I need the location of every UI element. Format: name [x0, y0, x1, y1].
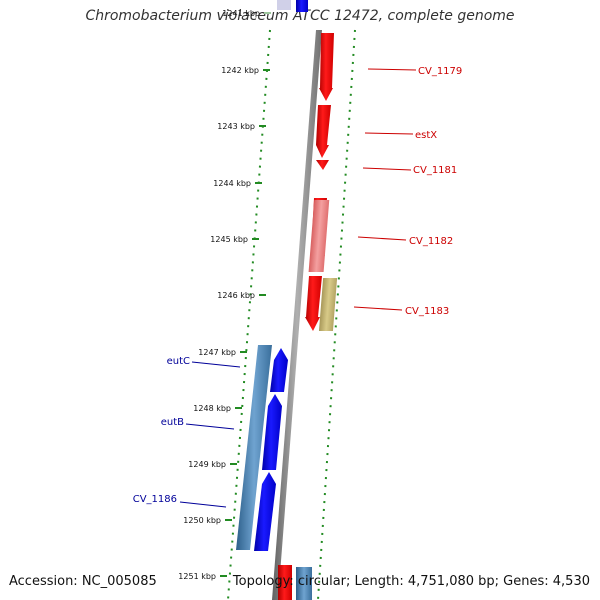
reverse-gene-eutb [262, 394, 282, 470]
reverse-gene-leader-line [191, 361, 241, 368]
top-partial-reverse-gene [296, 0, 308, 12]
forward-gene-estx [316, 105, 331, 158]
forward-gene-cv1183 [305, 276, 322, 331]
tick-label: 1245 kbp [210, 235, 248, 244]
reverse-gene-cv1186 [254, 472, 276, 551]
tick-label: 1242 kbp [221, 66, 259, 75]
forward-gene-cv1179 [319, 33, 334, 101]
tick-label: 1243 kbp [217, 122, 255, 131]
reverse-gene-label[interactable]: eutC [167, 356, 190, 367]
reverse-gene-eutc [270, 348, 288, 392]
forward-gene-label[interactable]: CV_1183 [405, 306, 449, 317]
forward-gene-leader-line [362, 167, 412, 171]
tick-label: 1241 kbp [222, 9, 260, 18]
accession-text: Accession: NC_005085 [9, 574, 157, 589]
tick-group: 1241 kbp 1242 kbp 1243 kbp 1244 kbp 1245 kbp… [178, 9, 271, 581]
topology-text: Topology: circular; Length: 4,751,080 bp… [232, 574, 590, 589]
map-title: Chromobacterium violaceum ATCC 12472, co… [85, 8, 515, 24]
tick-label: 1244 kbp [213, 179, 251, 188]
genome-backbone [272, 30, 322, 600]
forward-gene-label[interactable]: CV_1181 [413, 165, 457, 176]
forward-gene-cv1181 [316, 160, 329, 170]
forward-gene-label[interactable]: CV_1182 [409, 236, 453, 247]
tick-label: 1249 kbp [188, 460, 226, 469]
reverse-gene-leader-line [179, 501, 227, 508]
forward-gene-label[interactable]: estX [415, 130, 437, 141]
reverse-gene-label[interactable]: CV_1186 [133, 494, 177, 505]
forward-feature-cv1183-olive [318, 278, 338, 331]
tick-label: 1247 kbp [198, 348, 236, 357]
reverse-operon-bar [236, 345, 272, 550]
tick-label: 1250 kbp [183, 516, 221, 525]
gene-label-group: CV_1179 estX CV_1181 CV_1182 CV_1183 eutC eutB… [133, 66, 462, 508]
forward-gene-cv1182-secondary [308, 200, 330, 272]
forward-gene-leader-line [364, 132, 414, 135]
top-partial-feature [277, 0, 291, 10]
reverse-gene-leader-line [185, 423, 235, 430]
tick-label: 1248 kbp [193, 404, 231, 413]
forward-gene-label[interactable]: CV_1179 [418, 66, 462, 77]
bottom-partial-forward-gene [278, 565, 292, 600]
forward-gene-leader-line [367, 68, 417, 71]
forward-gene-leader-line [353, 306, 403, 311]
tick-label: 1246 kbp [217, 291, 255, 300]
reverse-gene-label[interactable]: eutB [161, 417, 184, 428]
forward-gene-leader-line [357, 236, 407, 241]
tick-label: 1251 kbp [178, 572, 216, 581]
bottom-partial-reverse-gene [296, 567, 312, 600]
